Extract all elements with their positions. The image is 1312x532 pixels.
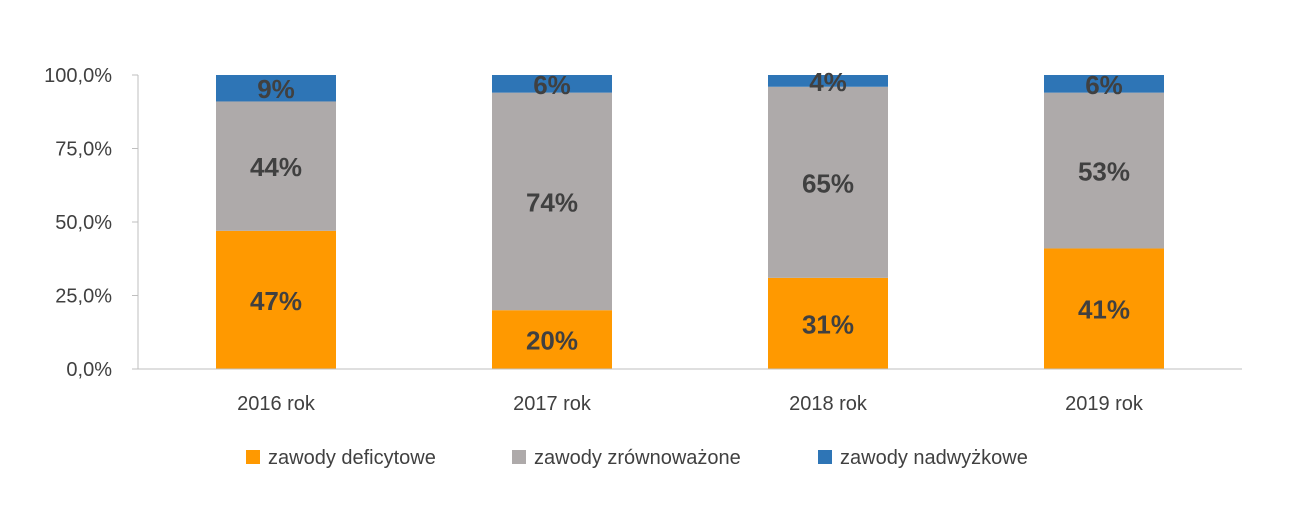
data-label: 20% bbox=[526, 326, 578, 356]
legend: zawody deficytowe zawody zrównoważone zawo… bbox=[246, 447, 1028, 469]
bar-segment bbox=[216, 101, 336, 231]
bar-segment bbox=[492, 310, 612, 369]
data-label: 41% bbox=[1078, 295, 1130, 325]
bar-segment bbox=[1044, 75, 1164, 93]
x-category-label: 2017 rok bbox=[513, 393, 592, 415]
data-label: 4% bbox=[809, 67, 847, 97]
legend-swatch bbox=[512, 450, 526, 464]
bar-segment bbox=[1044, 92, 1164, 249]
bar-segment bbox=[492, 92, 612, 311]
legend-swatch bbox=[818, 450, 832, 464]
data-label: 65% bbox=[802, 168, 854, 198]
data-label: 6% bbox=[533, 70, 571, 100]
y-tick-label: 50,0% bbox=[55, 212, 112, 234]
x-category-label: 2018 rok bbox=[789, 393, 868, 415]
bars: 47% 44% 9% 20% 74% 6% 31% 65% 4% 41% 53% 6% bbox=[216, 67, 1164, 369]
data-label: 9% bbox=[257, 74, 295, 104]
bar-segment bbox=[216, 75, 336, 102]
data-label: 31% bbox=[802, 309, 854, 339]
legend-label: zawody zrównoważone bbox=[534, 447, 741, 469]
data-label: 74% bbox=[526, 187, 578, 217]
y-tick-label: 25,0% bbox=[55, 286, 112, 308]
x-category-label: 2016 rok bbox=[237, 393, 316, 415]
data-label: 47% bbox=[250, 286, 302, 316]
y-axis: 0,0% 25,0% 50,0% 75,0% 100,0% bbox=[44, 65, 139, 381]
data-label: 44% bbox=[250, 152, 302, 182]
y-tick-label: 0,0% bbox=[66, 359, 112, 381]
x-category-label: 2019 rok bbox=[1065, 393, 1144, 415]
data-label: 53% bbox=[1078, 157, 1130, 187]
bar-segment bbox=[768, 277, 888, 369]
bar-segment bbox=[768, 86, 888, 278]
bar-segment bbox=[1044, 248, 1164, 369]
y-tick-label: 75,0% bbox=[55, 139, 112, 161]
legend-label: zawody deficytowe bbox=[268, 447, 436, 469]
x-axis: 2016 rok 2017 rok 2018 rok 2019 rok bbox=[138, 368, 1242, 415]
legend-label: zawody nadwyżkowe bbox=[840, 447, 1028, 469]
y-tick-label: 100,0% bbox=[44, 65, 112, 87]
data-label: 6% bbox=[1085, 70, 1123, 100]
bar-segment bbox=[216, 230, 336, 369]
legend-swatch bbox=[246, 450, 260, 464]
bar-segment bbox=[492, 75, 612, 93]
bar-segment bbox=[768, 75, 888, 87]
